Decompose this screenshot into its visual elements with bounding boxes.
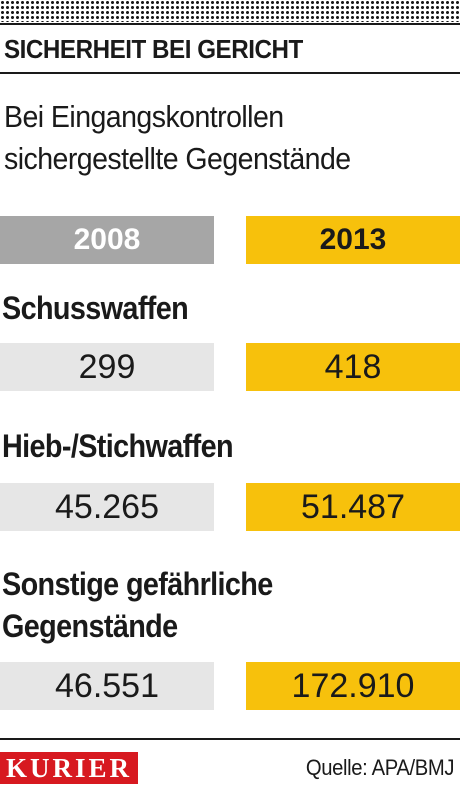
value-cell-2008-sonstige: 46.551 bbox=[0, 662, 214, 710]
category-label-sonstige-line-2: Gegenstände bbox=[2, 608, 178, 644]
chart-kicker: SICHERHEIT BEI GERICHT bbox=[4, 34, 303, 64]
column-header-2008: 2008 bbox=[0, 216, 214, 264]
value-cell-2008-hieb-stichwaffen: 45.265 bbox=[0, 483, 214, 531]
kurier-logo: KURIER bbox=[0, 752, 138, 784]
column-header-2013: 2013 bbox=[246, 216, 460, 264]
value-cell-2008-schusswaffen: 299 bbox=[0, 343, 214, 391]
subtitle-line-1: Bei Eingangskontrollen bbox=[4, 99, 284, 134]
top-rule bbox=[0, 23, 460, 25]
chart-subtitle: Bei Eingangskontrollen sichergestellte G… bbox=[4, 96, 351, 180]
footer-rule bbox=[0, 738, 460, 740]
category-label-sonstige-line-1: Sonstige gefährliche bbox=[2, 566, 273, 602]
category-label-hieb-stichwaffen: Hieb-/Stichwaffen bbox=[2, 428, 234, 464]
subtitle-line-2: sichergestellte Gegenstände bbox=[4, 141, 351, 176]
value-cell-2013-schusswaffen: 418 bbox=[246, 343, 460, 391]
value-cell-2013-hieb-stichwaffen: 51.487 bbox=[246, 483, 460, 531]
dotted-top-band bbox=[0, 0, 460, 22]
kurier-logo-text: KURIER bbox=[5, 752, 132, 783]
source-note: Quelle: APA/BMJ bbox=[305, 755, 455, 780]
category-label-sonstige: Sonstige gefährliche Gegenstände bbox=[2, 563, 273, 647]
category-label-schusswaffen: Schusswaffen bbox=[2, 290, 189, 326]
value-cell-2013-sonstige: 172.910 bbox=[246, 662, 460, 710]
kicker-rule bbox=[0, 72, 460, 74]
